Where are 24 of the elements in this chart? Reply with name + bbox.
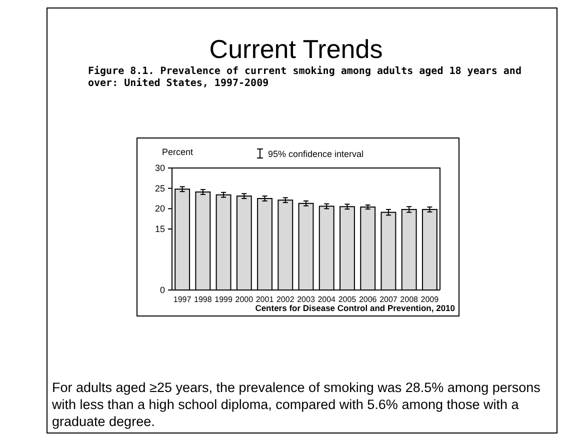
x-tick-label: 2002 (276, 295, 295, 304)
text: Centers for Disease Control and Prevention, 2010 (255, 303, 456, 313)
x-tick-label: 2000 (235, 295, 254, 304)
x-tick-label: 2003 (297, 295, 316, 304)
x-tick-label: 2007 (380, 295, 398, 304)
x-tick-label: 2008 (400, 295, 419, 304)
x-tick-label: 1998 (194, 295, 212, 304)
x-tick-label: 2005 (338, 295, 357, 304)
y-tick-label: 30 (154, 163, 165, 173)
text: For adults aged ≥25 years, the prevalence of smoking was 28.5% among persons with less than a high school diploma, compared with 5.6% among those with a graduate degree. (51, 380, 541, 429)
x-tick-label: 1997 (173, 295, 192, 304)
x-tick-label: 2004 (318, 295, 336, 304)
y-tick-label: 0 (160, 285, 165, 295)
y-tick-label: 15 (154, 224, 165, 234)
y-axis-title: Percent (162, 147, 194, 157)
y-tick-label: 25 (154, 183, 165, 194)
x-tick-label: 2006 (358, 295, 378, 304)
chart-subtitle: Figure 8.1. Prevalence of current smoking among adults aged 18 years and over: United States, 1997-2009 (88, 65, 522, 89)
x-tick-label: 2009 (420, 295, 440, 304)
text: 95% confidence interval (268, 149, 364, 159)
x-tick-label: 1999 (214, 295, 233, 304)
y-tick-label: 20 (154, 204, 165, 214)
x-tick-label: 2001 (256, 295, 274, 304)
chart-title: Current Trends (209, 34, 383, 64)
